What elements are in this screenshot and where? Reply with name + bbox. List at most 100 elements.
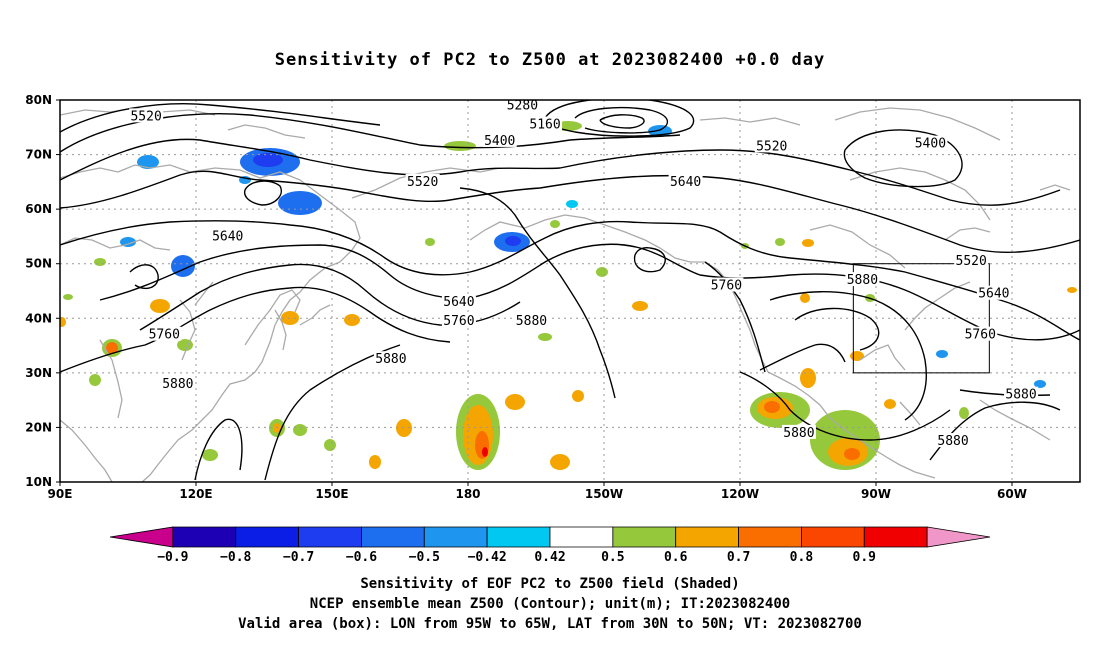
coastlines xyxy=(60,107,1071,482)
contour-label: 5760 xyxy=(965,328,996,343)
contour-label: 5880 xyxy=(375,352,406,367)
contour-label: 5520 xyxy=(756,139,787,154)
colorbar-swatch xyxy=(361,526,425,548)
contour-label-bg xyxy=(668,173,703,188)
caption-line-2: NCEP ensemble mean Z500 (Contour); unit(… xyxy=(309,596,791,612)
colorbar-label: −0.5 xyxy=(409,550,440,565)
colorbar-label: −0.7 xyxy=(283,550,314,565)
contour-label: 5880 xyxy=(516,314,547,329)
contour-label: 5520 xyxy=(130,109,161,124)
z500-contours xyxy=(60,100,1080,481)
contour-label: 5160 xyxy=(529,118,560,133)
colorbar-label: −0.6 xyxy=(346,550,377,565)
contour-label-bg xyxy=(210,228,245,243)
contour-label: 5640 xyxy=(670,175,701,190)
lat-tick-label: 80N xyxy=(25,93,52,107)
contour-label-bg xyxy=(954,252,989,267)
lat-tick-label: 30N xyxy=(25,366,52,380)
colorbar-label: 0.42 xyxy=(534,550,565,565)
valid-area-box xyxy=(852,263,990,374)
contour-labels: 5520 5280 5160 5400 5520 5400 5520 5640 5640 5520… xyxy=(129,97,1039,449)
contour-label: 5760 xyxy=(711,279,742,294)
contour-label: 5880 xyxy=(162,377,193,392)
contour-label: 5280 xyxy=(507,98,538,113)
lon-tick-label: 90W xyxy=(861,487,891,501)
contour-label: 5400 xyxy=(484,134,515,149)
lon-tick-label: 90E xyxy=(48,487,73,501)
colorbar-swatch xyxy=(863,526,928,548)
contour-label: 5880 xyxy=(1005,388,1036,403)
contour-label-bg xyxy=(709,277,744,292)
colorbar-swatch xyxy=(801,526,865,548)
contour-label: 5880 xyxy=(783,426,814,441)
contour-label: 5400 xyxy=(915,137,946,152)
map-title: Sensitivity of PC2 to Z500 at 2023082400… xyxy=(274,50,826,70)
lon-tick-label: 120E xyxy=(179,487,212,501)
contour-label-bg xyxy=(405,173,440,188)
lon-tick-label: 120W xyxy=(721,487,759,501)
colorbar-label: 0.8 xyxy=(790,550,814,565)
lon-tick-label: 150W xyxy=(585,487,623,501)
colorbar-swatch xyxy=(235,526,299,548)
colorbar-swatch xyxy=(423,526,488,548)
colorbar-swatch xyxy=(486,526,551,548)
contour-label: 5640 xyxy=(978,287,1009,302)
colorbar-swatch xyxy=(172,526,237,548)
colorbar-label: 0.6 xyxy=(664,550,688,565)
contour-label: 5760 xyxy=(443,314,474,329)
contour-label-bg xyxy=(160,375,195,390)
contour-label-bg xyxy=(129,108,164,123)
lon-tick-label: 60W xyxy=(997,487,1027,501)
contour-label-bg xyxy=(963,326,998,341)
lat-lon-gridlines xyxy=(60,100,1080,482)
colorbar: −0.9 −0.8 −0.7 −0.6 −0.5 −0.42 0.42 0.5 0.6 0.7 0.… xyxy=(109,526,991,565)
contour-label: 5760 xyxy=(149,328,180,343)
colorbar-swatch xyxy=(109,526,174,548)
sensitivity-shading xyxy=(60,121,1077,470)
contour-label: 5880 xyxy=(847,273,878,288)
colorbar-swatch xyxy=(675,526,739,548)
contour-label-bg xyxy=(1004,386,1039,401)
contour-label-bg xyxy=(528,116,563,131)
colorbar-swatch xyxy=(298,526,362,548)
colorbar-swatch xyxy=(612,526,677,548)
caption-line-1: Sensitivity of EOF PC2 to Z500 field (Sh… xyxy=(360,576,740,592)
colorbar-label: 0.5 xyxy=(601,550,624,565)
contour-label: 5520 xyxy=(407,175,438,190)
contour-label-bg xyxy=(441,313,476,328)
colorbar-label: 0.9 xyxy=(853,550,876,565)
contour-label-bg xyxy=(514,313,549,328)
contour-label-bg xyxy=(913,135,948,150)
plot-frame xyxy=(59,99,1081,483)
lat-tick-label: 60N xyxy=(25,202,52,216)
contour-label-bg xyxy=(373,351,408,366)
colorbar-label: −0.42 xyxy=(468,550,507,565)
colorbar-label: 0.7 xyxy=(727,550,750,565)
colorbar-swatch xyxy=(549,526,614,548)
axis-labels: 10N 20N 30N 40N 50N 60N 70N 80N 90E 120E 150E 180 15… xyxy=(25,93,1027,501)
contour-label: 5640 xyxy=(443,295,474,310)
contour-label: 5520 xyxy=(956,254,987,269)
lat-tick-label: 70N xyxy=(25,148,52,162)
colorbar-label: −0.8 xyxy=(220,550,251,565)
lon-tick-label: 180 xyxy=(455,487,480,501)
contour-label: 5640 xyxy=(212,229,243,244)
contour-label-bg xyxy=(754,138,789,153)
colorbar-swatch xyxy=(926,526,991,548)
lat-tick-label: 10N xyxy=(25,475,52,489)
contour-label-bg xyxy=(845,272,880,287)
contour-label-bg xyxy=(936,433,971,448)
colorbar-label: −0.9 xyxy=(157,550,188,565)
lat-tick-label: 40N xyxy=(25,311,52,325)
contour-label: 5880 xyxy=(937,434,968,449)
contour-label-bg xyxy=(147,326,182,341)
contour-label-bg xyxy=(441,293,476,308)
lon-tick-label: 150E xyxy=(315,487,348,501)
colorbar-swatch xyxy=(738,526,802,548)
caption-line-3: Valid area (box): LON from 95W to 65W, L… xyxy=(238,616,862,632)
contour-label-bg xyxy=(976,285,1011,300)
contour-label-bg xyxy=(781,424,816,439)
lat-tick-label: 50N xyxy=(25,257,52,271)
contour-label-bg xyxy=(482,132,517,147)
